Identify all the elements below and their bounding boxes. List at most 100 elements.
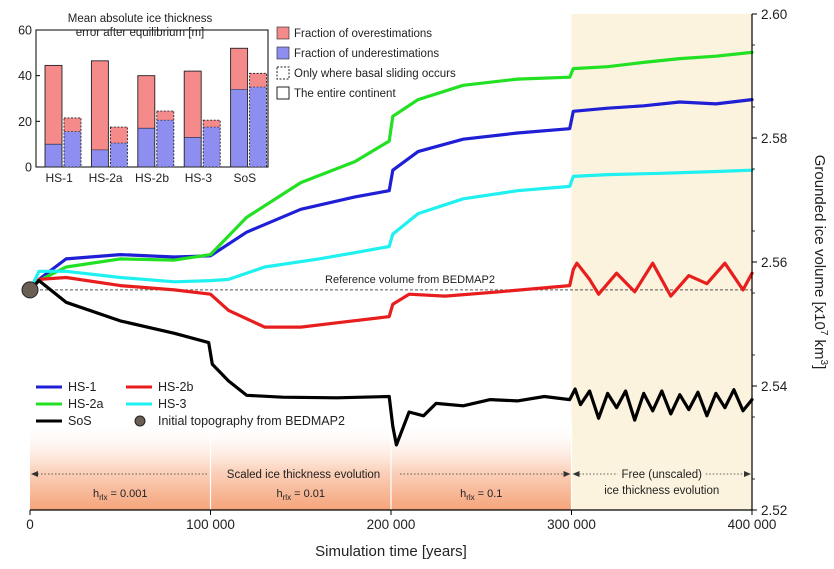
x-tick-label: 300 000 bbox=[547, 517, 596, 532]
inset-bar-outline bbox=[230, 47, 249, 168]
free-evolution-region bbox=[571, 14, 752, 510]
inset-legend-label: Fraction of underestimations bbox=[294, 48, 439, 60]
inset-bar-under bbox=[45, 144, 62, 167]
legend-label: HS-2a bbox=[68, 397, 103, 411]
phase-label: hrlx = 0.1 bbox=[460, 488, 502, 502]
inset-bar-over bbox=[203, 120, 221, 128]
phase-band bbox=[210, 422, 391, 510]
free-label: Free (unscaled) bbox=[621, 469, 702, 481]
x-tick-label: 100 000 bbox=[186, 517, 235, 532]
inset-bar-outline bbox=[183, 70, 202, 168]
inset-y-tick-label: 0 bbox=[25, 161, 32, 175]
legend-label: SoS bbox=[68, 414, 92, 428]
inset-bar-under bbox=[137, 128, 155, 167]
inset-category-label: HS-1 bbox=[46, 171, 74, 185]
inset-y-tick-label: 20 bbox=[18, 115, 32, 129]
series-line-hs-1 bbox=[28, 98, 754, 292]
inset-title: Mean absolute ice thickness bbox=[68, 13, 213, 25]
inset-bar-under bbox=[91, 149, 109, 167]
y-axis-label: Grounded ice volume [x107 km3] bbox=[811, 155, 829, 370]
y-axis-label-main: Grounded ice volume [x10 bbox=[811, 155, 828, 330]
inset-category-label: HS-2a bbox=[89, 171, 123, 185]
legend-label: Initial topography from BEDMAP2 bbox=[158, 414, 345, 428]
x-axis-label: Simulation time [years] bbox=[315, 543, 467, 560]
y-tick-label: 2.60 bbox=[761, 7, 787, 22]
legend-label: HS-1 bbox=[68, 380, 97, 394]
phase-label: hrlx = 0.001 bbox=[93, 488, 148, 502]
inset-legend-swatch bbox=[276, 66, 290, 80]
series-line-hs-2b bbox=[28, 261, 754, 329]
inset-y-tick-label: 60 bbox=[18, 24, 32, 38]
inset-legend-label: Fraction of overestimations bbox=[294, 28, 432, 40]
legend-label: HS-3 bbox=[158, 397, 187, 411]
y-axis-label-mid: km bbox=[811, 335, 828, 359]
arrow-head bbox=[31, 471, 38, 477]
y-tick-label: 2.58 bbox=[761, 131, 787, 146]
inset-legend-swatch bbox=[276, 46, 290, 60]
x-tick-label: 400 000 bbox=[728, 517, 777, 532]
inset-bar-under bbox=[203, 127, 221, 167]
inset-bar-over bbox=[156, 111, 174, 121]
inset-y-tick-label: 40 bbox=[18, 69, 32, 83]
inset-bar-under bbox=[184, 137, 202, 167]
x-tick-label: 0 bbox=[26, 517, 34, 532]
y-tick-label: 2.56 bbox=[761, 255, 787, 270]
phase-label-sub: rlx bbox=[283, 493, 291, 502]
y-tick-label: 2.52 bbox=[761, 503, 787, 518]
series-line-sos bbox=[28, 279, 754, 447]
phase-band bbox=[30, 422, 211, 510]
legend-label: HS-2b bbox=[158, 380, 193, 394]
inset-bar-outline bbox=[202, 119, 221, 168]
phase-label-sub: rlx bbox=[99, 493, 107, 502]
inset-bar-outline bbox=[63, 117, 82, 168]
inset-bar-over bbox=[110, 127, 128, 144]
inset-category-label: SoS bbox=[233, 171, 256, 185]
reference-label: Reference volume from BEDMAP2 bbox=[325, 274, 495, 286]
series-line-hs-2a bbox=[28, 50, 754, 292]
phase-label-value: = 0.1 bbox=[478, 488, 503, 500]
inset-bar-outline bbox=[90, 60, 109, 168]
inset-bar-under bbox=[156, 120, 174, 167]
inset-bar-over bbox=[230, 48, 248, 90]
phase-label: hrlx = 0.01 bbox=[277, 488, 325, 502]
inset-bar-over bbox=[249, 73, 267, 88]
x-tick-label: 200 000 bbox=[367, 517, 416, 532]
phase-band bbox=[391, 422, 572, 510]
inset-bar-over bbox=[137, 75, 155, 129]
inset-legend-label: The entire continent bbox=[294, 88, 396, 100]
y-axis-label-end: ] bbox=[811, 365, 828, 369]
arrow-head bbox=[572, 471, 580, 477]
inset-bar-over bbox=[184, 71, 202, 138]
inset-bar-over bbox=[91, 60, 109, 150]
arrow-head bbox=[744, 471, 751, 477]
arrow-head bbox=[563, 471, 571, 477]
inset-bar-outline bbox=[44, 64, 63, 168]
inset-bar-outline bbox=[109, 126, 128, 168]
phase-label-sub: rlx bbox=[466, 493, 474, 502]
inset-category-label: HS-3 bbox=[185, 171, 213, 185]
phase-label-h: h bbox=[277, 488, 283, 500]
inset-bar-outline bbox=[137, 75, 156, 168]
inset-bar-over bbox=[45, 65, 62, 145]
inset-legend-swatch bbox=[276, 26, 290, 40]
free-label: ice thickness evolution bbox=[604, 485, 719, 497]
inset-bar-under bbox=[230, 89, 248, 167]
phase-label-value: = 0.01 bbox=[294, 488, 325, 500]
inset-bar-outline bbox=[249, 72, 268, 168]
inset-legend-label: Only where basal sliding occurs bbox=[294, 68, 456, 80]
legend-marker bbox=[134, 415, 146, 427]
initial-point-marker bbox=[21, 281, 39, 299]
phase-label-value: = 0.001 bbox=[111, 488, 148, 500]
inset-category-label: HS-2b bbox=[135, 171, 169, 185]
y-axis-label-sup: 7 bbox=[818, 330, 829, 336]
inset-bar-under bbox=[64, 131, 81, 167]
phase-label-h: h bbox=[93, 488, 99, 500]
inset-bar-over bbox=[64, 117, 81, 132]
y-tick-label: 2.54 bbox=[761, 379, 788, 394]
inset-bar-outline bbox=[156, 110, 175, 168]
phase-label-h: h bbox=[460, 488, 466, 500]
series-line-hs-3 bbox=[28, 168, 754, 292]
inset-title: error after equilibrium [m] bbox=[76, 27, 204, 39]
